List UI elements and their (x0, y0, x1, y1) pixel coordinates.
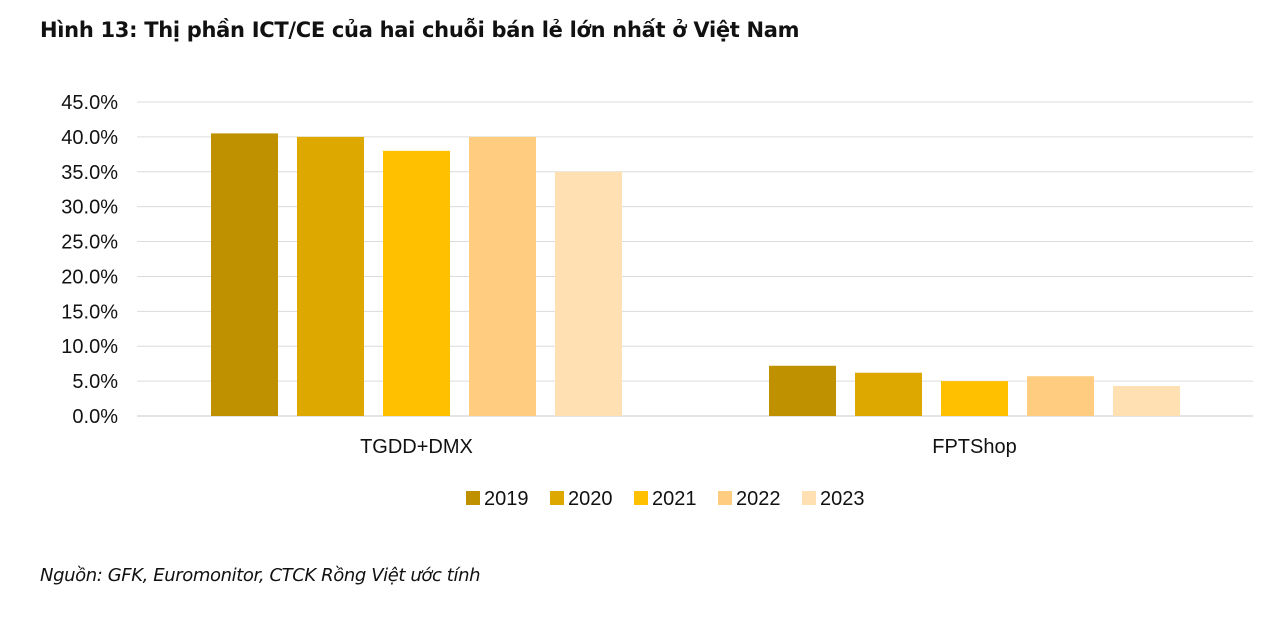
bar-tgdd-dmx-2022 (469, 136, 536, 416)
bar-tgdd-dmx-2023 (555, 171, 622, 416)
source-note: Nguồn: GFK, Euromonitor, CTCK Rồng Việt … (40, 565, 481, 586)
y-tick-label: 0.0% (72, 406, 118, 428)
bar-fptshop-2022 (1027, 376, 1094, 416)
legend-label: 2023 (820, 488, 865, 510)
legend-swatch (802, 491, 816, 505)
y-tick-label: 10.0% (61, 336, 118, 358)
bar-chart: 0.0% 5.0% 10.0% 15.0% 20.0% 25.0% 30.0% 35.0% 40… (61, 92, 1253, 510)
legend-label: 2019 (484, 488, 529, 510)
bar-fptshop-2023 (1113, 385, 1180, 416)
chart-title: Hình 13: Thị phần ICT/CE của hai chuỗi b… (40, 18, 800, 42)
y-tick-label: 35.0% (61, 162, 118, 184)
bar-fptshop-2019 (769, 365, 836, 416)
bar-tgdd-dmx-2020 (297, 136, 364, 416)
legend-label: 2020 (568, 488, 613, 510)
y-tick-label: 45.0% (61, 92, 118, 114)
y-tick-label: 5.0% (72, 371, 118, 393)
x-axis-category-labels: TGDD+DMX FPTShop (360, 436, 1017, 458)
y-axis-tick-labels: 0.0% 5.0% 10.0% 15.0% 20.0% 25.0% 30.0% 35.0% 40… (61, 92, 118, 428)
y-tick-label: 25.0% (61, 232, 118, 254)
legend-swatch (550, 491, 564, 505)
x-category-label: TGDD+DMX (360, 436, 473, 458)
x-category-label: FPTShop (932, 436, 1016, 458)
y-tick-label: 40.0% (61, 127, 118, 149)
legend-swatch (718, 491, 732, 505)
bar-fptshop-2020 (855, 372, 922, 416)
y-tick-label: 15.0% (61, 301, 118, 323)
bar-tgdd-dmx-2021 (383, 150, 450, 416)
legend: 2019 2020 2021 2022 2023 (466, 488, 865, 510)
bar-tgdd-dmx-2019 (211, 133, 278, 416)
legend-label: 2022 (736, 488, 781, 510)
legend-swatch (466, 491, 480, 505)
legend-label: 2021 (652, 488, 697, 510)
y-tick-label: 20.0% (61, 266, 118, 288)
bar-fptshop-2021 (941, 381, 1008, 416)
y-tick-label: 30.0% (61, 197, 118, 219)
bars (211, 133, 1180, 416)
legend-swatch (634, 491, 648, 505)
